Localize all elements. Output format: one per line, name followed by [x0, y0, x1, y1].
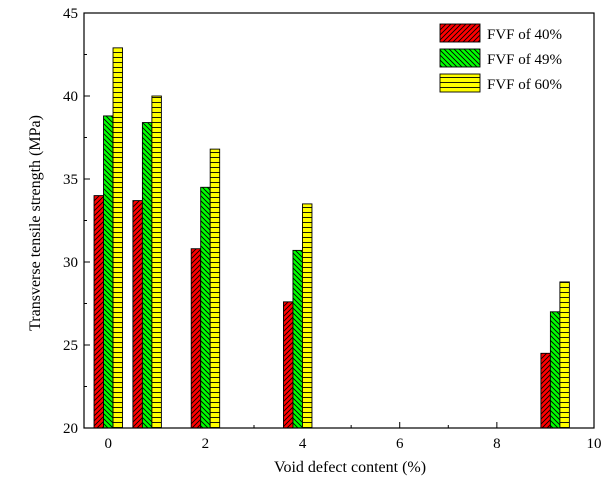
- bar: [550, 312, 560, 428]
- x-tick-label: 2: [202, 436, 210, 452]
- y-tick-label: 45: [63, 6, 78, 22]
- bar: [113, 48, 123, 428]
- bar: [152, 96, 162, 428]
- bar: [293, 250, 303, 428]
- bar: [94, 196, 104, 428]
- y-axis-label: Transverse tensile strength (MPa): [27, 115, 44, 331]
- x-tick-label: 0: [105, 436, 113, 452]
- bar: [541, 353, 551, 428]
- x-tick-label: 6: [396, 436, 404, 452]
- legend-item: FVF of 60%: [440, 74, 562, 93]
- legend-item: FVF of 49%: [440, 49, 562, 68]
- bar: [283, 302, 293, 428]
- y-tick-label: 25: [63, 338, 78, 354]
- x-tick-label: 4: [299, 436, 307, 452]
- legend-item: FVF of 40%: [440, 24, 562, 43]
- bar: [302, 204, 312, 428]
- bar: [201, 187, 211, 428]
- bar: [210, 149, 220, 428]
- bar: [560, 282, 570, 428]
- x-tick-label: 8: [493, 436, 501, 452]
- x-tick-labels: 0 2 4 6 8 10: [105, 436, 602, 452]
- legend: FVF of 40% FVF of 49% FVF of 60%: [440, 24, 562, 93]
- legend-label: FVF of 60%: [487, 77, 562, 93]
- legend-label: FVF of 49%: [487, 52, 562, 68]
- bar: [133, 201, 143, 428]
- y-tick-labels: 20 25 30 35 40 45: [63, 6, 78, 437]
- bar: [104, 116, 114, 428]
- bars: [94, 48, 569, 428]
- x-axis-label: Void defect content (%): [274, 459, 426, 476]
- x-tick-label: 10: [587, 436, 602, 452]
- y-tick-label: 30: [63, 255, 78, 271]
- y-tick-label: 20: [63, 421, 78, 437]
- bar: [142, 123, 152, 428]
- y-tick-label: 35: [63, 172, 78, 188]
- y-tick-label: 40: [63, 89, 78, 105]
- bar: [191, 249, 201, 428]
- legend-label: FVF of 40%: [487, 27, 562, 43]
